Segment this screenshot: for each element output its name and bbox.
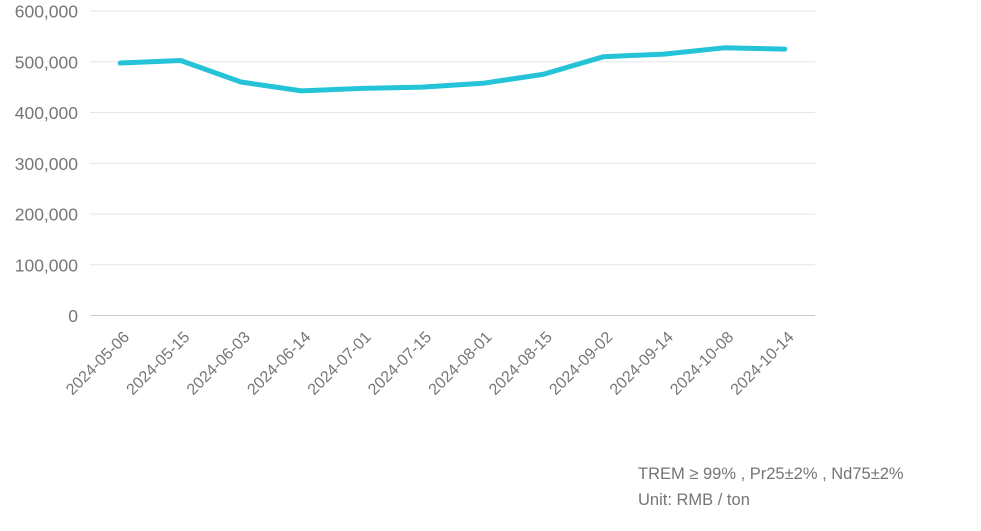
y-axis-tick-label: 400,000 (15, 103, 79, 123)
chart-annotation: TREM ≥ 99% , Pr25±2% , Nd75±2% Unit: RMB… (638, 461, 904, 513)
y-axis-tick-label: 100,000 (15, 255, 79, 275)
x-axis-tick-label: 2024-10-14 (728, 329, 798, 399)
x-axis-tick-label: 2024-08-15 (486, 329, 556, 399)
product-spec-note: TREM ≥ 99% , Pr25±2% , Nd75±2% (638, 465, 904, 483)
x-axis-tick-label: 2024-10-08 (667, 329, 737, 399)
y-axis-tick-label: 200,000 (15, 205, 79, 225)
x-axis-tick-label: 2024-08-01 (426, 329, 496, 399)
x-axis-tick-label: 2024-06-14 (244, 329, 314, 399)
y-axis-tick-label: 300,000 (15, 154, 79, 174)
x-axis-tick-label: 2024-05-06 (63, 329, 133, 399)
x-axis-tick-label: 2024-06-03 (184, 329, 254, 399)
x-axis-tick-label: 2024-07-01 (305, 329, 375, 399)
price-line-series (117, 45, 788, 94)
y-axis-tick-label: 600,000 (15, 2, 79, 22)
x-axis-tick-label: 2024-07-15 (365, 329, 435, 399)
x-axis-tick-label: 2024-09-14 (607, 329, 677, 399)
x-axis-tick-label: 2024-09-02 (546, 329, 616, 399)
y-axis-tick-label: 500,000 (15, 52, 79, 72)
y-axis-tick-label: 0 (68, 306, 78, 326)
x-axis-tick-label: 2024-05-15 (124, 329, 194, 399)
unit-note: Unit: RMB / ton (638, 491, 750, 509)
